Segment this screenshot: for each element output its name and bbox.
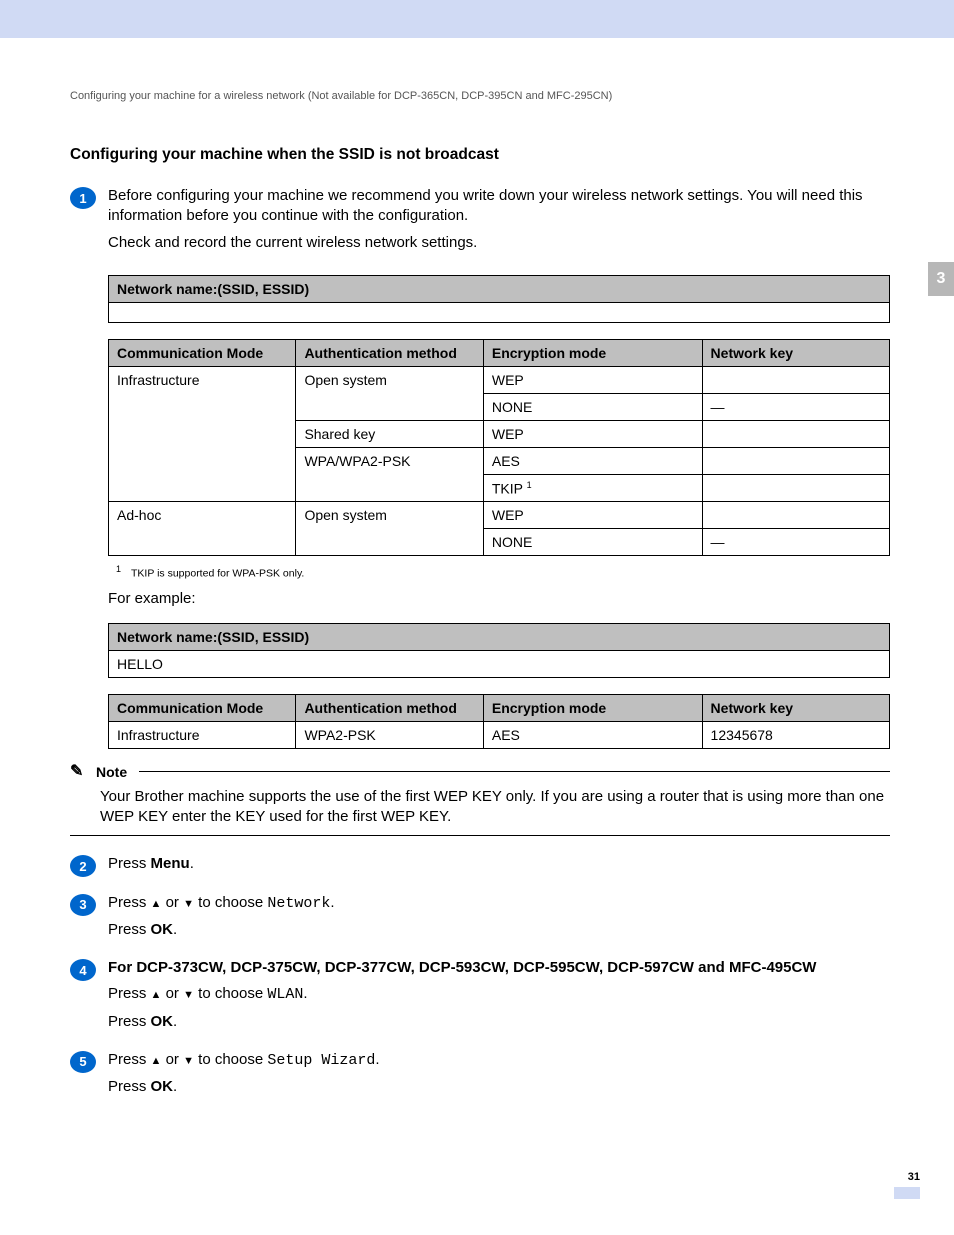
- cell: Ad-hoc: [109, 502, 296, 556]
- step-number-2: 2: [70, 855, 96, 877]
- bottom-accent: [894, 1187, 920, 1199]
- step-number-1: 1: [70, 187, 96, 209]
- cell: —: [702, 529, 889, 556]
- step-3: 3 Press ▲ or ▼ to choose Network. Press …: [70, 893, 890, 947]
- step1-check: Check and record the current wireless ne…: [108, 233, 890, 253]
- step1-intro: Before configuring your machine we recom…: [108, 186, 890, 227]
- cell: Infrastructure: [109, 366, 296, 502]
- example-table: Communication Mode Authentication method…: [108, 694, 890, 749]
- ex-cell: Infrastructure: [109, 721, 296, 748]
- cell: [702, 420, 889, 447]
- cell: AES: [483, 447, 702, 474]
- note-icon: [70, 763, 90, 781]
- step-4: 4 For DCP-373CW, DCP-375CW, DCP-377CW, D…: [70, 958, 890, 1038]
- ex-cell: 12345678: [702, 721, 889, 748]
- ssid-table-example: Network name:(SSID, ESSID) HELLO: [108, 623, 890, 678]
- cell: TKIP 1: [483, 474, 702, 502]
- step-number-4: 4: [70, 959, 96, 981]
- modes-table: Communication Mode Authentication method…: [108, 339, 890, 557]
- step4-heading: For DCP-373CW, DCP-375CW, DCP-377CW, DCP…: [108, 959, 816, 976]
- page-number: 31: [908, 1171, 920, 1183]
- top-bar: [0, 0, 954, 38]
- ssid-header: Network name:(SSID, ESSID): [109, 275, 890, 302]
- col-enc: Encryption mode: [483, 339, 702, 366]
- cell: WPA/WPA2-PSK: [296, 447, 483, 502]
- note-body: Your Brother machine supports the use of…: [100, 787, 890, 828]
- ssid-value-blank: [109, 302, 890, 322]
- ex-cell: WPA2-PSK: [296, 721, 483, 748]
- col-comm-mode: Communication Mode: [109, 339, 296, 366]
- cell: WEP: [483, 502, 702, 529]
- ssid-table-blank: Network name:(SSID, ESSID): [108, 275, 890, 323]
- ex-col-enc: Encryption mode: [483, 694, 702, 721]
- cell: [702, 474, 889, 502]
- ex-col-auth: Authentication method: [296, 694, 483, 721]
- ex-cell: AES: [483, 721, 702, 748]
- ex-col-cm: Communication Mode: [109, 694, 296, 721]
- cell: [702, 366, 889, 393]
- chapter-tab: 3: [928, 262, 954, 296]
- step-number-5: 5: [70, 1051, 96, 1073]
- footnote: 1TKIP is supported for WPA-PSK only.: [116, 564, 890, 580]
- step-5: 5 Press ▲ or ▼ to choose Setup Wizard. P…: [70, 1050, 890, 1104]
- step-number-3: 3: [70, 894, 96, 916]
- cell: Open system: [296, 502, 483, 556]
- cell: NONE: [483, 393, 702, 420]
- ssid-value-ex: HELLO: [109, 650, 890, 677]
- cell: WEP: [483, 420, 702, 447]
- cell: NONE: [483, 529, 702, 556]
- note-label: Note: [96, 764, 127, 780]
- ex-col-key: Network key: [702, 694, 889, 721]
- step-2: 2 Press Menu.: [70, 854, 890, 880]
- cell: [702, 502, 889, 529]
- cell: WEP: [483, 366, 702, 393]
- breadcrumb: Configuring your machine for a wireless …: [70, 90, 890, 102]
- section-title: Configuring your machine when the SSID i…: [70, 146, 890, 164]
- cell: [702, 447, 889, 474]
- col-auth: Authentication method: [296, 339, 483, 366]
- cell: Open system: [296, 366, 483, 420]
- cell: Shared key: [296, 420, 483, 447]
- step-1: 1 Before configuring your machine we rec…: [70, 186, 890, 259]
- col-key: Network key: [702, 339, 889, 366]
- for-example: For example:: [108, 590, 890, 607]
- ssid-header-ex: Network name:(SSID, ESSID): [109, 623, 890, 650]
- page: 3 31 Configuring your machine for a wire…: [0, 0, 954, 1235]
- note-block: Note Your Brother machine supports the u…: [70, 763, 890, 837]
- cell: —: [702, 393, 889, 420]
